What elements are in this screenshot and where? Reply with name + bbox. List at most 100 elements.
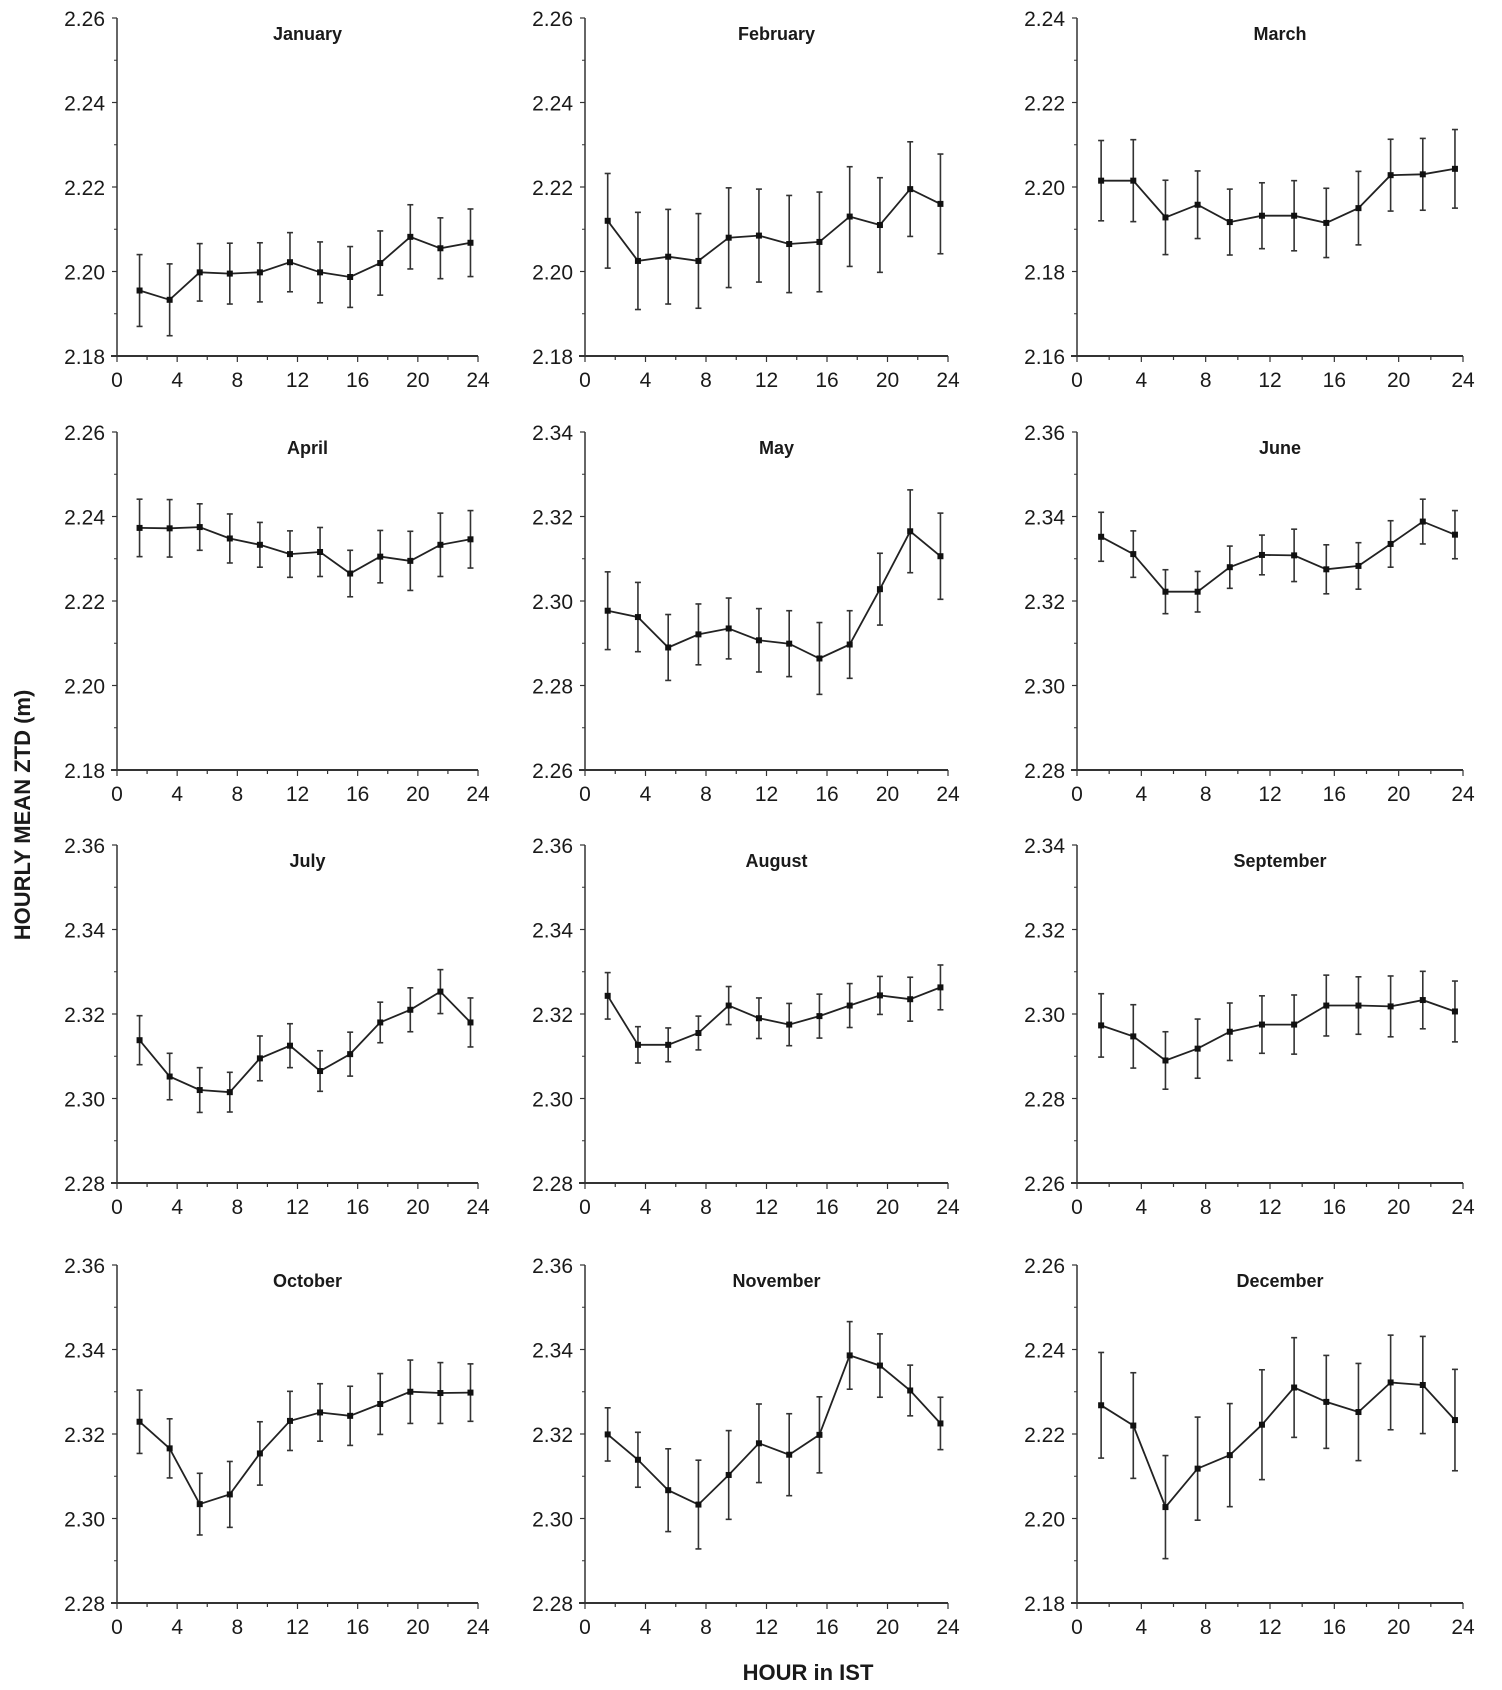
data-point: [407, 1388, 414, 1395]
data-point: [1451, 1417, 1458, 1424]
data-point: [725, 234, 732, 241]
data-point: [437, 541, 444, 548]
data-point: [467, 1019, 474, 1026]
data-point: [1098, 177, 1105, 184]
x-tick-label: 24: [466, 783, 490, 806]
x-tick-label: 12: [1258, 1196, 1281, 1219]
panel-july: 2.28 2.30 2.32 2.34 2.36 0 4 8 12 16 20 24 July: [64, 835, 490, 1219]
data-point: [377, 553, 384, 560]
x-tick-label: 12: [1258, 369, 1281, 392]
y-tick-label: 2.22: [64, 591, 105, 614]
x-tick-label: 20: [876, 1196, 899, 1219]
x-tick-label: 0: [111, 1196, 123, 1219]
x-tick-label: 16: [815, 1616, 838, 1639]
y-tick-label: 2.34: [64, 920, 105, 943]
data-point: [166, 1445, 173, 1452]
y-tick-label: 2.26: [64, 422, 105, 445]
data-point: [1130, 1422, 1137, 1429]
data-point: [407, 557, 414, 564]
series-line: [139, 526, 471, 575]
y-tick-label: 2.22: [1024, 1424, 1065, 1447]
y-tick-label: 2.22: [64, 177, 105, 200]
series-line: [1100, 520, 1456, 593]
y-tick-label: 2.34: [1024, 507, 1065, 530]
data-point: [226, 270, 233, 277]
data-point: [196, 524, 203, 531]
panel-title: July: [289, 851, 325, 871]
y-tick-label: 2.36: [64, 1255, 105, 1278]
x-tick-label: 16: [815, 369, 838, 392]
x-tick-label: 4: [1135, 1196, 1147, 1219]
data-point: [1355, 1409, 1362, 1416]
data-point: [1162, 214, 1169, 221]
y-tick-label: 2.24: [1024, 8, 1065, 31]
x-axis-title: HOUR in IST: [743, 1660, 874, 1685]
data-point: [1130, 177, 1137, 184]
data-point: [1162, 1504, 1169, 1511]
y-tick-label: 2.18: [1024, 262, 1065, 285]
data-point: [634, 614, 641, 621]
data-point: [695, 1501, 702, 1508]
data-point: [377, 260, 384, 267]
x-tick-label: 20: [876, 1616, 899, 1639]
data-point: [1291, 1384, 1298, 1391]
data-point: [166, 296, 173, 303]
series-line: [606, 986, 941, 1046]
x-tick-label: 8: [231, 1196, 243, 1219]
x-tick-label: 24: [466, 1616, 490, 1639]
data-point: [1226, 1028, 1233, 1035]
data-point: [196, 269, 203, 276]
x-tick-label: 0: [579, 1196, 591, 1219]
data-point: [407, 1006, 414, 1013]
y-axis-title: HOURLY MEAN ZTD (m): [10, 690, 35, 941]
panel-november: 2.28 2.30 2.32 2.34 2.36 0 4 8 12 16 20 24 November: [532, 1255, 960, 1639]
data-point: [1355, 1002, 1362, 1009]
x-tick-label: 12: [286, 369, 309, 392]
y-tick-label: 2.18: [64, 346, 105, 369]
x-tick-label: 0: [579, 369, 591, 392]
data-point: [166, 1073, 173, 1080]
data-point: [1323, 1398, 1330, 1405]
x-tick-label: 0: [111, 1616, 123, 1639]
data-point: [816, 1431, 823, 1438]
y-tick-label: 2.18: [64, 760, 105, 783]
panel-title: March: [1253, 24, 1306, 44]
y-tick-label: 2.30: [64, 1509, 105, 1532]
data-point: [846, 1002, 853, 1009]
x-tick-label: 24: [936, 783, 960, 806]
data-point: [1355, 562, 1362, 569]
data-point: [816, 1013, 823, 1020]
y-tick-label: 2.28: [64, 1593, 105, 1616]
data-point: [136, 287, 143, 294]
data-point: [604, 607, 611, 614]
x-tick-label: 0: [1071, 1196, 1083, 1219]
panel-april: 2.18 2.20 2.22 2.24 2.26 0 4 8 12 16 20 24 April: [64, 422, 490, 806]
y-tick-label: 2.24: [64, 93, 105, 116]
x-tick-label: 20: [1387, 369, 1410, 392]
x-tick-label: 20: [1387, 1616, 1410, 1639]
data-point: [1387, 1379, 1394, 1386]
data-point: [1130, 1033, 1137, 1040]
data-point: [226, 1089, 233, 1096]
x-tick-label: 8: [1200, 1616, 1212, 1639]
data-point: [286, 1417, 293, 1424]
data-point: [1387, 1003, 1394, 1010]
data-point: [286, 1042, 293, 1049]
data-point: [937, 984, 944, 991]
y-tick-label: 2.30: [532, 1089, 573, 1112]
data-point: [1258, 212, 1265, 219]
y-tick-label: 2.34: [532, 422, 573, 445]
data-point: [786, 1451, 793, 1458]
y-tick-label: 2.30: [1024, 1004, 1065, 1027]
x-tick-label: 8: [231, 369, 243, 392]
x-tick-label: 20: [406, 783, 429, 806]
x-tick-label: 0: [1071, 1616, 1083, 1639]
panel-march: 2.16 2.18 2.20 2.22 2.24 0 4 8 12 16 20 24 March: [1024, 8, 1475, 392]
data-point: [377, 1019, 384, 1026]
y-tick-label: 2.20: [532, 262, 573, 285]
y-tick-label: 2.32: [532, 1004, 573, 1027]
data-point: [1323, 1002, 1330, 1009]
x-tick-label: 24: [1451, 1196, 1475, 1219]
panel-title: December: [1236, 1271, 1323, 1291]
x-tick-label: 20: [406, 369, 429, 392]
